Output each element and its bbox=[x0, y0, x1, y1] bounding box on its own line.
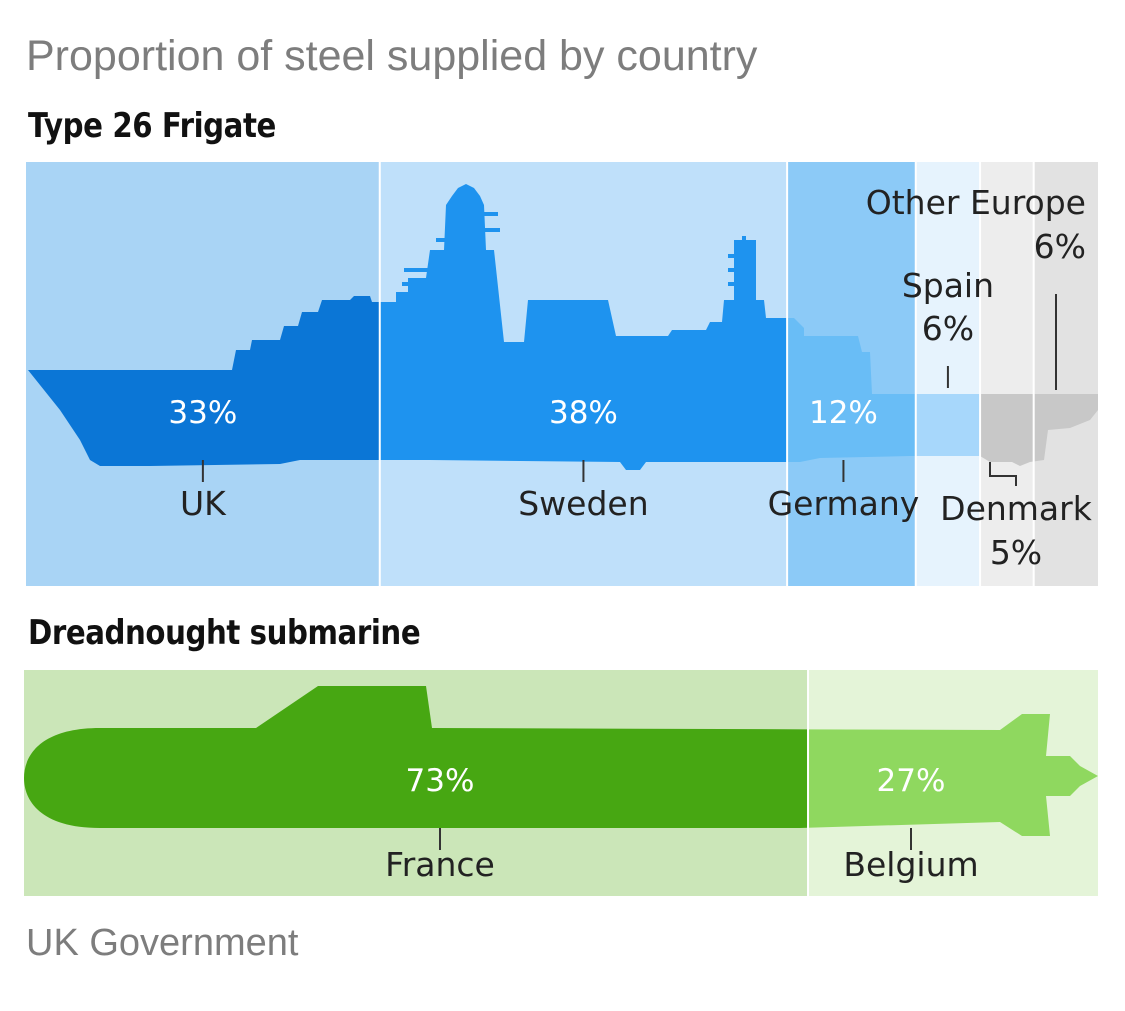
frigate-bg-denmark bbox=[980, 162, 1034, 586]
submarine-category-labels: France Belgium bbox=[385, 845, 979, 884]
frigate-value-spain: 6% bbox=[922, 309, 974, 348]
frigate-mast-strut bbox=[728, 254, 756, 258]
frigate-mast-strut bbox=[404, 268, 434, 272]
frigate-value-sweden: 38% bbox=[549, 395, 618, 431]
submarine-value-france: 73% bbox=[406, 763, 475, 799]
frigate-ship-denmark bbox=[980, 394, 1034, 466]
frigate-leader-lines bbox=[201, 294, 1057, 486]
submarine-hull-segments bbox=[24, 686, 1098, 836]
frigate-label-denmark: Denmark bbox=[940, 489, 1093, 528]
frigate-label-germany: Germany bbox=[768, 484, 920, 523]
submarine-subtitle: Dreadnought submarine bbox=[28, 613, 421, 653]
submarine-label-belgium: Belgium bbox=[843, 845, 978, 884]
frigate-segment-dividers bbox=[378, 162, 1035, 586]
frigate-ship-uk bbox=[28, 296, 380, 466]
frigate-mast-details bbox=[402, 212, 756, 286]
frigate-value-labels: 33% 38% 12% 6% 6% 5% bbox=[168, 227, 1086, 572]
submarine-value-labels: 73% 27% bbox=[406, 763, 946, 799]
frigate-mast-strut bbox=[484, 212, 498, 216]
frigate-value-uk: 33% bbox=[168, 395, 237, 431]
frigate-mast-strut bbox=[728, 282, 756, 286]
frigate-mast-strut bbox=[402, 282, 428, 286]
source-note: UK Government bbox=[26, 922, 299, 964]
submarine-hull-france bbox=[24, 686, 809, 828]
frigate-label-uk: UK bbox=[180, 484, 227, 523]
frigate-category-labels: UK Sweden Germany Spain Other Europe Denmark bbox=[180, 183, 1093, 528]
frigate-subtitle: Type 26 Frigate bbox=[28, 106, 276, 146]
frigate-value-germany: 12% bbox=[809, 395, 878, 431]
frigate-mast-strut bbox=[484, 228, 500, 232]
frigate-value-denmark: 5% bbox=[990, 533, 1042, 572]
submarine-label-france: France bbox=[385, 845, 495, 884]
submarine-leader-lines bbox=[439, 828, 912, 850]
frigate-ship-spain bbox=[915, 394, 981, 457]
frigate-mast-strut bbox=[728, 268, 756, 272]
submarine-value-belgium: 27% bbox=[877, 763, 946, 799]
chart-title: Proportion of steel supplied by country bbox=[26, 32, 758, 80]
frigate-leader-denmark bbox=[989, 462, 1017, 486]
frigate-ship-germany bbox=[787, 318, 916, 462]
frigate-label-other-europe: Other Europe bbox=[866, 183, 1086, 222]
frigate-label-spain: Spain bbox=[902, 266, 994, 305]
frigate-mast-strut bbox=[436, 238, 448, 242]
frigate-value-other-europe: 6% bbox=[1034, 227, 1086, 266]
frigate-ship-sweden bbox=[379, 184, 788, 470]
frigate-label-sweden: Sweden bbox=[518, 484, 648, 523]
frigate-bg-other-europe bbox=[1033, 162, 1098, 586]
submarine-hull-belgium bbox=[808, 714, 1098, 836]
frigate-ship-other-europe bbox=[1033, 394, 1098, 462]
frigate-mast-strut bbox=[438, 252, 448, 256]
frigate-ship-segments bbox=[28, 184, 1098, 470]
